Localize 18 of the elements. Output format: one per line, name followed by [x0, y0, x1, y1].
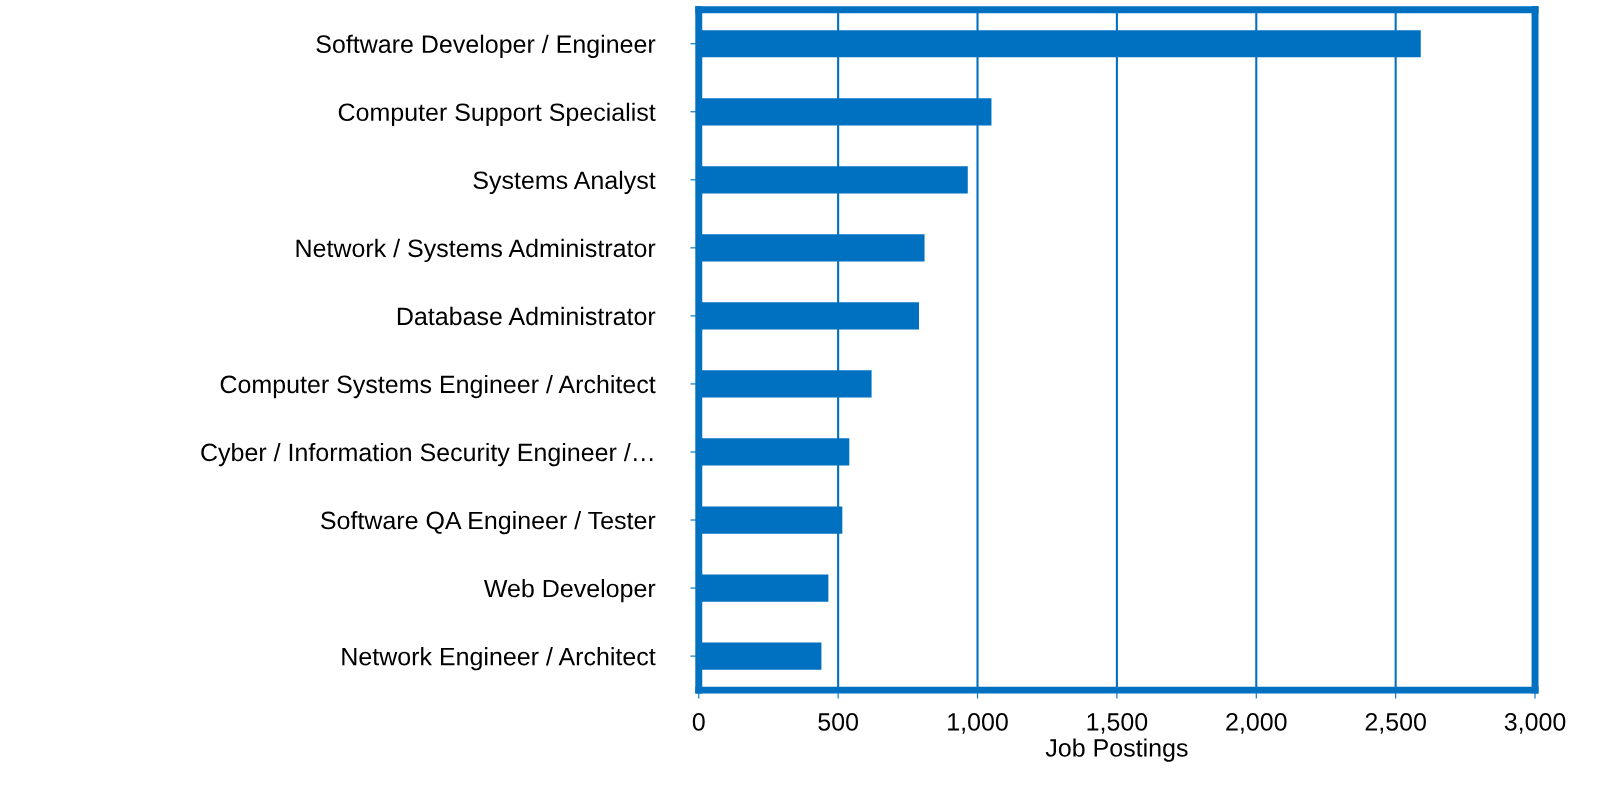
- y-tick-label: Computer Systems Engineer / Architect: [220, 374, 656, 399]
- y-tick-label: Network Engineer / Architect: [342, 647, 656, 671]
- x-tick-label: 1,500: [1087, 713, 1148, 734]
- y-tick-label: Web Developer: [483, 579, 656, 603]
- y-tick-label: Cyber / Information Security Engineer /…: [201, 442, 653, 467]
- y-tick-label: Software QA Engineer / Tester: [321, 510, 656, 535]
- x-tick-label: 2,500: [1365, 713, 1426, 734]
- y-tick-label: Network / Systems Administrator: [296, 238, 656, 263]
- x-tick-label: 2,000: [1226, 713, 1287, 734]
- y-tick-label: Systems Analyst: [473, 170, 656, 195]
- x-tick-label: 0: [692, 713, 705, 731]
- y-tick-label: Database Administrator: [397, 306, 656, 326]
- y-tick-label: Computer Support Specialist: [338, 102, 656, 127]
- x-axis-title: Job Postings: [1045, 738, 1188, 762]
- x-tick-label: 500: [818, 713, 859, 731]
- x-tick-label: 1,000: [948, 713, 1008, 734]
- x-tick-label: 3,000: [1504, 713, 1566, 734]
- y-tick-label: Software Developer / Engineer: [316, 34, 656, 58]
